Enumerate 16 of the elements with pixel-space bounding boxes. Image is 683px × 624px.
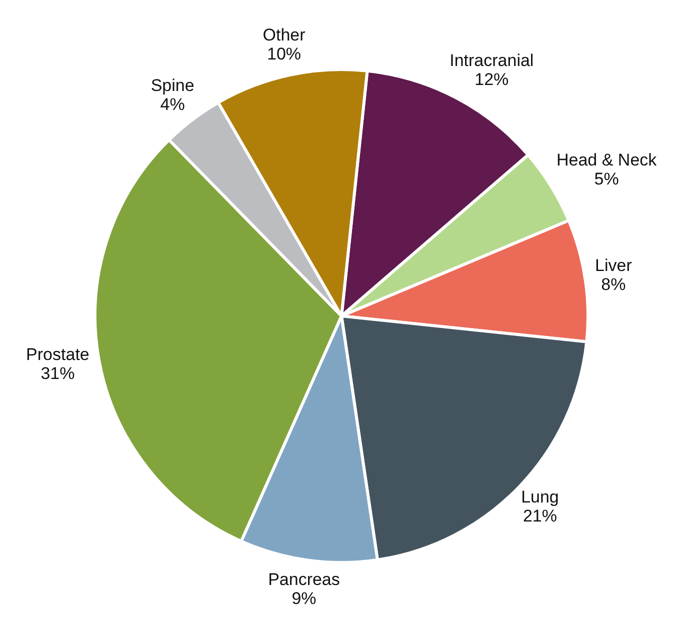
- slice-label: Head & Neck: [556, 150, 658, 170]
- slice-label: Lung: [521, 488, 559, 507]
- slice-label: Liver: [595, 256, 632, 275]
- slice-label: Spine: [150, 76, 194, 95]
- slice-label: Other: [262, 26, 306, 45]
- data-label: 4%: [160, 94, 185, 114]
- slice-label: Intracranial: [450, 51, 534, 70]
- data-label: 31%: [40, 364, 75, 384]
- data-label: 5%: [594, 169, 619, 188]
- data-label: 9%: [292, 589, 316, 608]
- data-label: 8%: [601, 274, 626, 294]
- slice-label: Pancreas: [268, 570, 340, 590]
- data-label: 10%: [266, 44, 302, 64]
- slice-label: Prostate: [26, 345, 90, 364]
- data-label: 12%: [474, 70, 509, 90]
- data-label: 21%: [522, 506, 557, 526]
